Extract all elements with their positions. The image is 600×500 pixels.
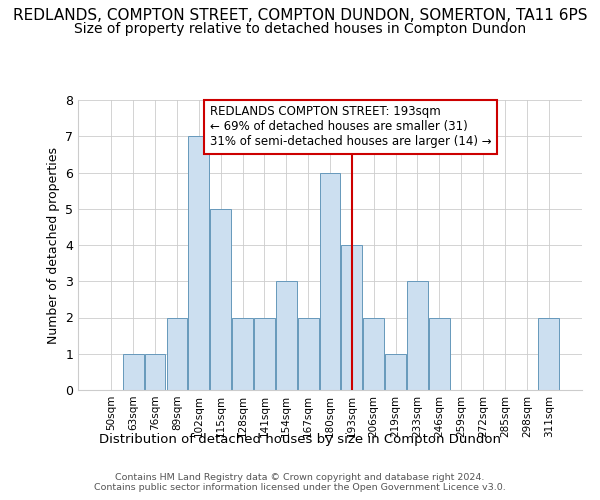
Text: Size of property relative to detached houses in Compton Dundon: Size of property relative to detached ho… <box>74 22 526 36</box>
Bar <box>276 281 296 390</box>
Bar <box>407 281 428 390</box>
Bar <box>167 318 187 390</box>
Bar <box>232 318 253 390</box>
Bar <box>385 354 406 390</box>
Bar <box>145 354 166 390</box>
Bar <box>538 318 559 390</box>
Bar <box>210 209 231 390</box>
Text: REDLANDS COMPTON STREET: 193sqm
← 69% of detached houses are smaller (31)
31% of: REDLANDS COMPTON STREET: 193sqm ← 69% of… <box>210 106 491 148</box>
Y-axis label: Number of detached properties: Number of detached properties <box>47 146 59 344</box>
Bar <box>429 318 450 390</box>
Text: Distribution of detached houses by size in Compton Dundon: Distribution of detached houses by size … <box>99 432 501 446</box>
Text: REDLANDS, COMPTON STREET, COMPTON DUNDON, SOMERTON, TA11 6PS: REDLANDS, COMPTON STREET, COMPTON DUNDON… <box>13 8 587 22</box>
Bar <box>320 172 340 390</box>
Bar <box>364 318 384 390</box>
Bar <box>341 245 362 390</box>
Text: Contains HM Land Registry data © Crown copyright and database right 2024.
Contai: Contains HM Land Registry data © Crown c… <box>94 472 506 492</box>
Bar <box>298 318 319 390</box>
Bar <box>123 354 143 390</box>
Bar <box>254 318 275 390</box>
Bar <box>188 136 209 390</box>
